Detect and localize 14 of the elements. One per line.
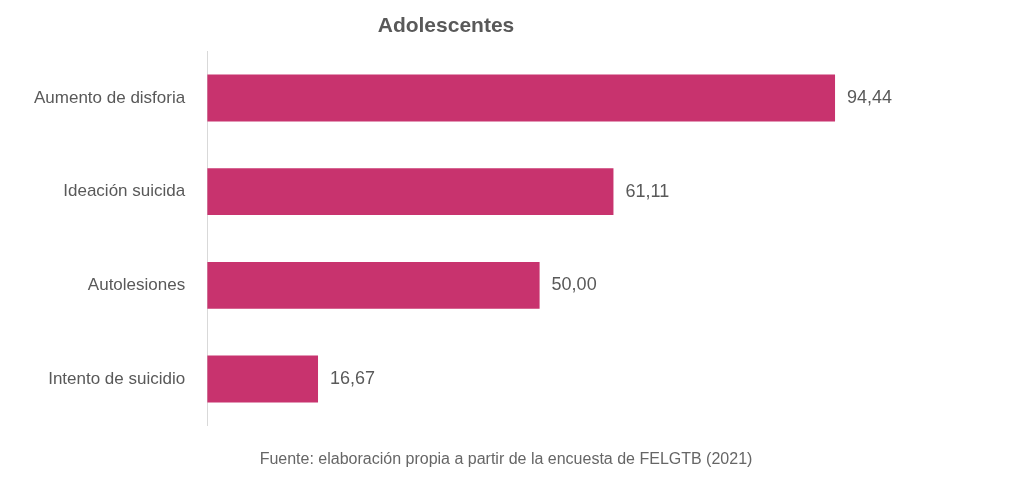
bar	[207, 355, 319, 403]
y-tick-label: Autolesiones	[87, 275, 186, 295]
chart-title: Adolescentes	[377, 13, 515, 37]
y-tick-label: Aumento de disforia	[34, 87, 186, 107]
y-tick-label: Intento de suicidio	[48, 368, 186, 388]
bar	[207, 168, 614, 216]
data-label: 16,67	[330, 367, 376, 388]
y-tick-label: Ideación suicida	[63, 181, 186, 201]
bar	[207, 261, 540, 309]
data-label: 61,11	[625, 180, 670, 201]
source-note: Fuente: elaboración propia a partir de la encuesta de FELGTB (2021)	[258, 450, 754, 468]
bar	[207, 74, 836, 122]
data-label: 50,00	[551, 274, 597, 295]
data-label: 94,44	[847, 86, 893, 107]
